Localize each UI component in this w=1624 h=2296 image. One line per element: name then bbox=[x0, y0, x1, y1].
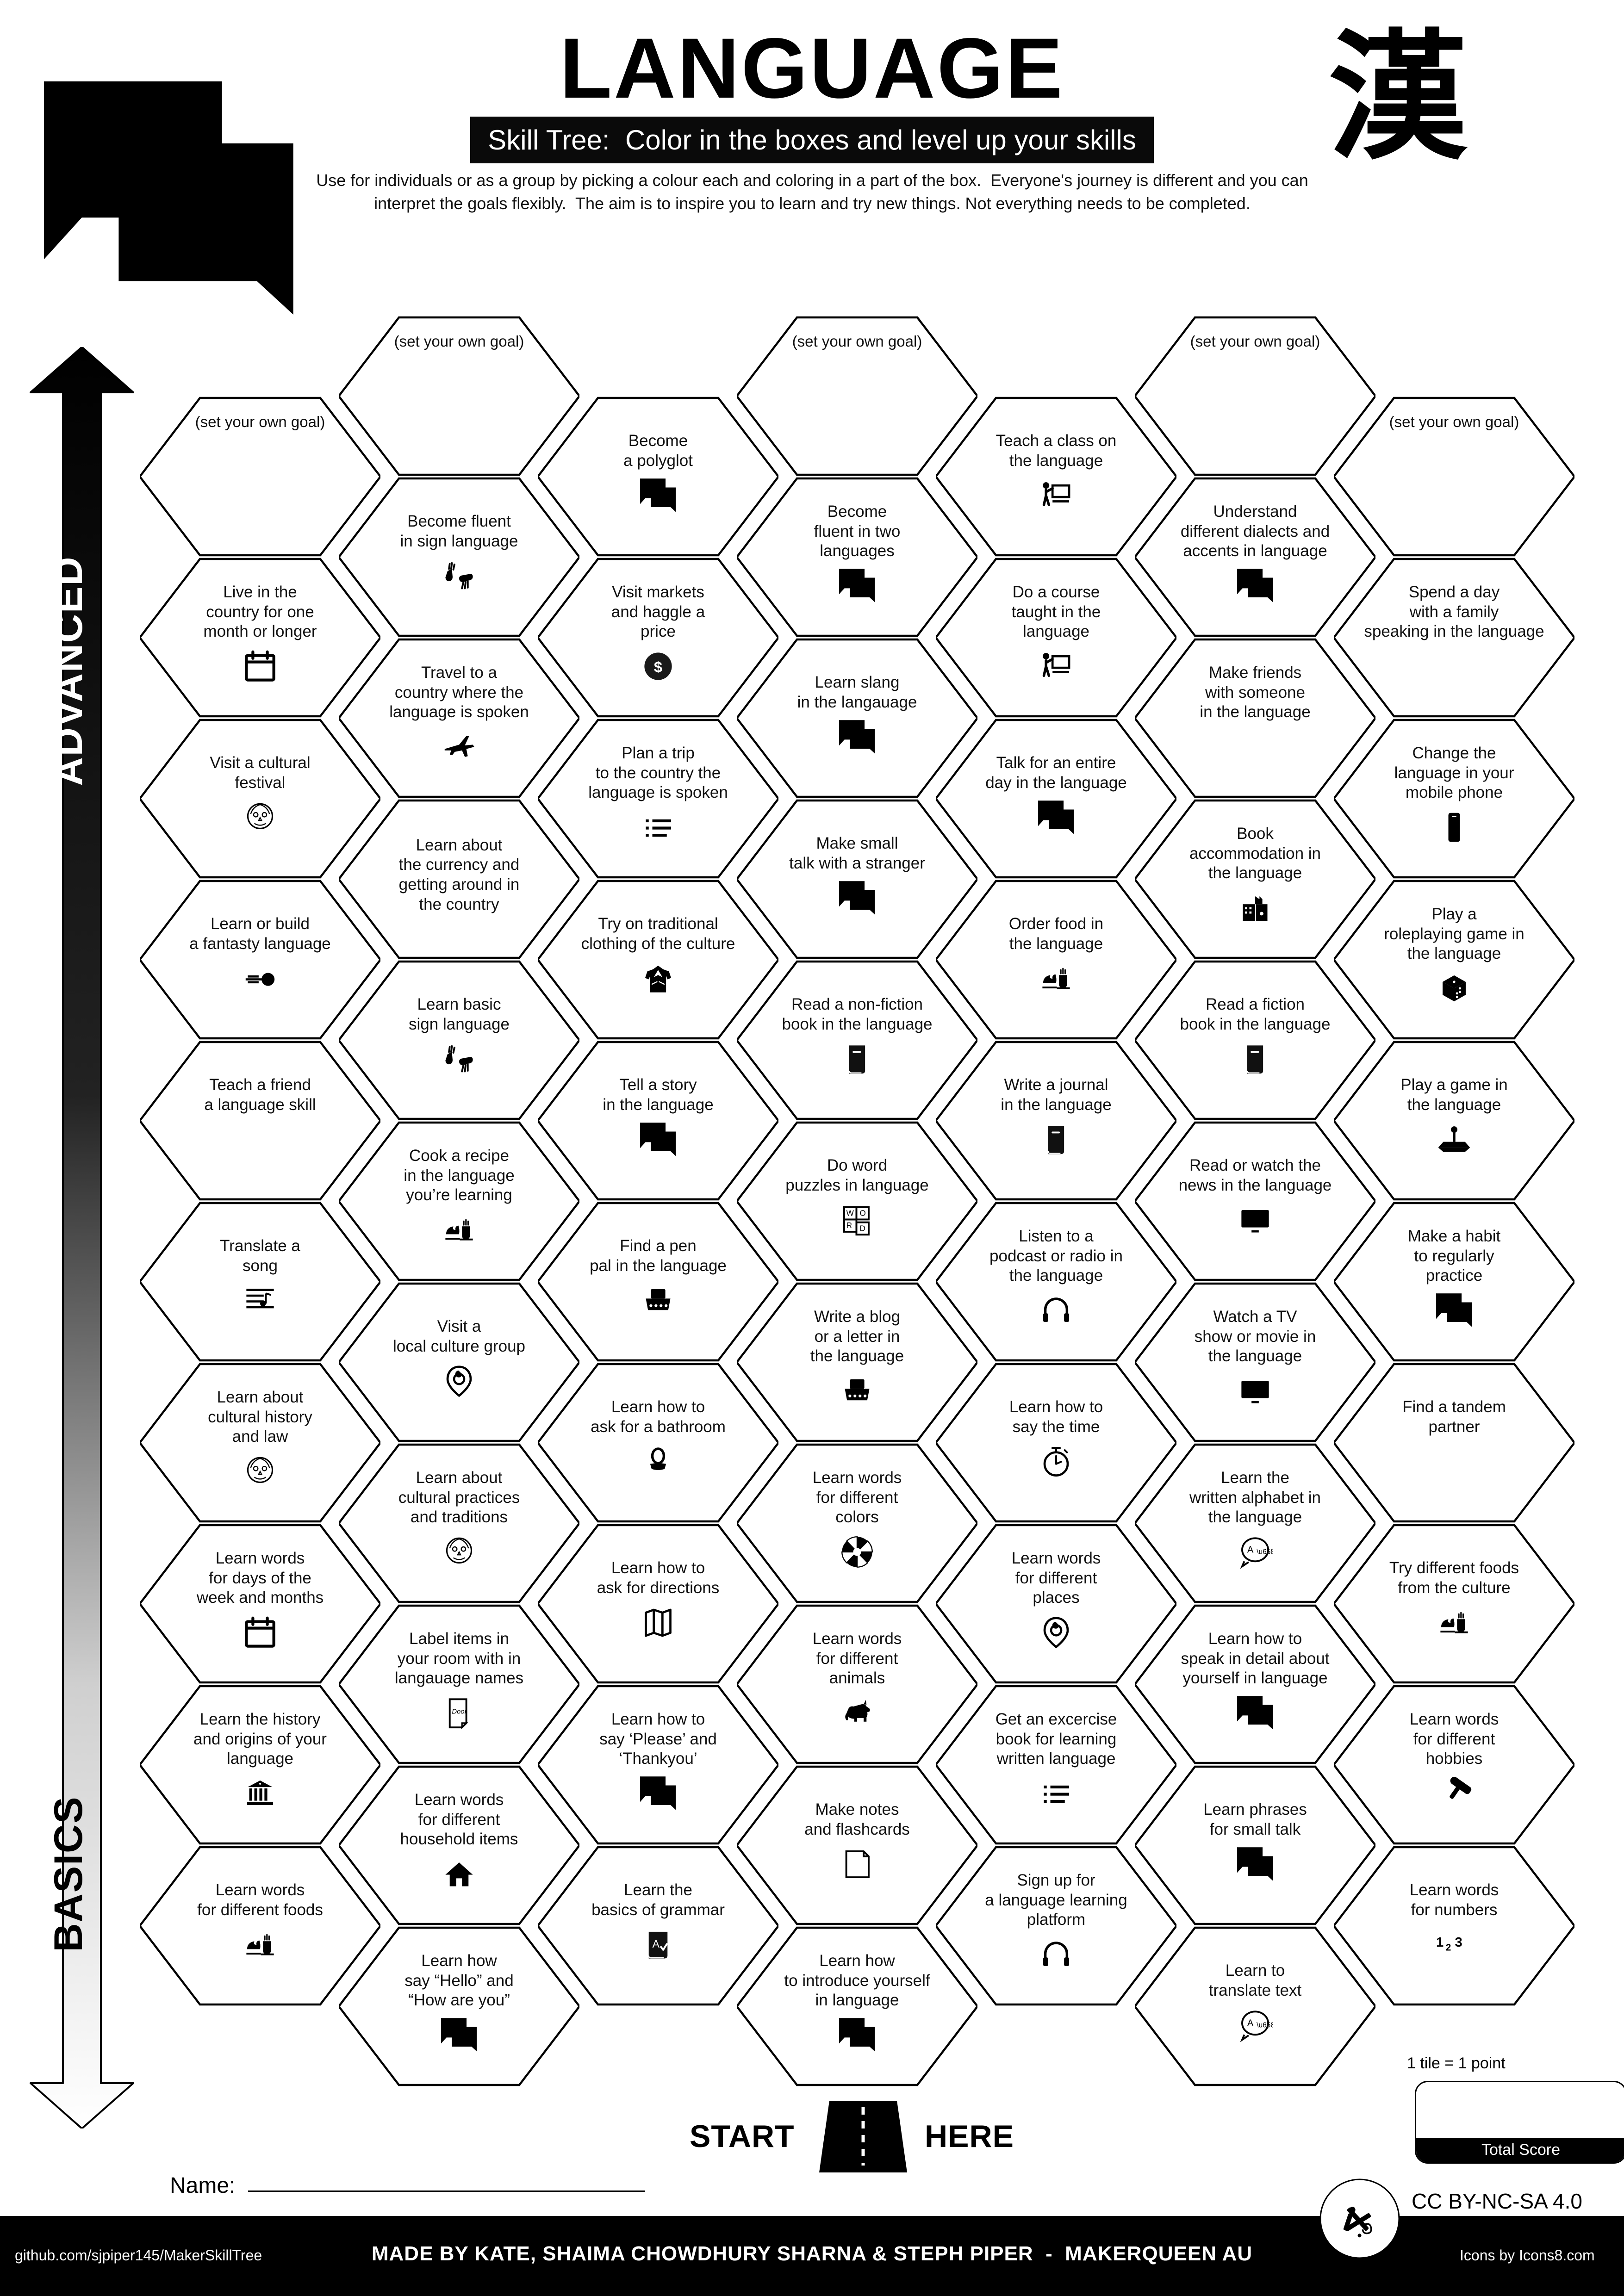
svg-text:ADVANCED: ADVANCED bbox=[46, 556, 91, 786]
svg-text:BASICS: BASICS bbox=[46, 1796, 91, 1952]
